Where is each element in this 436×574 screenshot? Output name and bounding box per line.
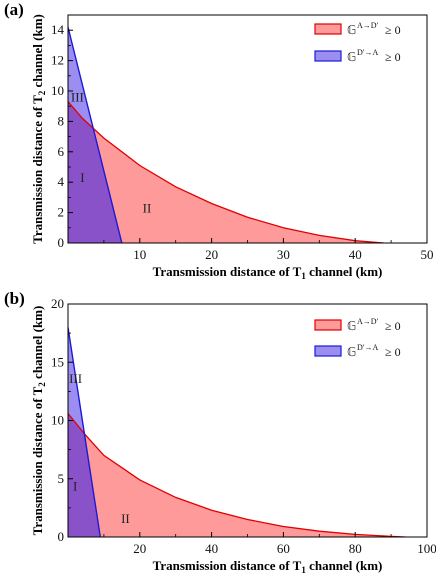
y-tick-label: 15 bbox=[51, 354, 64, 369]
legend-swatch bbox=[314, 319, 342, 331]
legend-symbol: 𝔾 bbox=[347, 50, 356, 64]
x-tick-label: 100 bbox=[417, 541, 436, 556]
x-axis-title: Transmission distance of T1 channel (km) bbox=[153, 264, 383, 281]
region-label: II bbox=[143, 201, 152, 216]
y-tick-label: 10 bbox=[51, 83, 64, 98]
y-axis-title: Transmission distance of T2 channel (km) bbox=[30, 306, 47, 536]
red-series-line bbox=[68, 413, 406, 537]
legend-superscript: A→D′ bbox=[357, 317, 379, 326]
red-region-area bbox=[68, 413, 406, 537]
y-tick-label: 8 bbox=[58, 113, 65, 128]
x-tick-label: 40 bbox=[349, 247, 362, 262]
legend-suffix: ≥ 0 bbox=[385, 23, 401, 37]
panel-label: (a) bbox=[4, 0, 24, 19]
legend-swatch bbox=[314, 50, 342, 62]
legend-superscript: D′→A bbox=[357, 343, 379, 352]
legend-symbol: 𝔾 bbox=[347, 23, 356, 37]
legend-suffix: ≥ 0 bbox=[385, 319, 401, 333]
y-tick-label: 0 bbox=[58, 235, 65, 250]
blue-series-line bbox=[68, 26, 123, 243]
plot-area bbox=[68, 26, 384, 243]
y-tick-label: 5 bbox=[58, 471, 65, 486]
y-tick-label: 2 bbox=[58, 205, 65, 220]
region-label: II bbox=[121, 511, 130, 526]
y-tick-label: 10 bbox=[51, 413, 64, 428]
chart-panel: 10 20 30 40 50 0 2 4 6 8 10 12 14 (a) Transmission dis… bbox=[4, 0, 434, 281]
legend-superscript: D′→A bbox=[357, 48, 379, 57]
y-axis-title: Transmission distance of T2 channel (km) bbox=[30, 14, 47, 244]
y-tick-label: 20 bbox=[51, 296, 64, 311]
y-tick-label: 6 bbox=[58, 144, 65, 159]
region-label: I bbox=[73, 478, 77, 493]
legend-suffix: ≥ 0 bbox=[385, 50, 401, 64]
y-tick-label: 4 bbox=[58, 174, 65, 189]
x-tick-label: 40 bbox=[205, 541, 218, 556]
x-tick-label: 10 bbox=[133, 247, 146, 262]
legend-swatch bbox=[314, 23, 342, 35]
region-label: III bbox=[71, 90, 84, 105]
x-tick-label: 80 bbox=[349, 541, 362, 556]
region-label: I bbox=[80, 170, 84, 185]
x-tick-label: 20 bbox=[133, 541, 146, 556]
x-axis-title: Transmission distance of T1 channel (km) bbox=[153, 558, 383, 574]
legend-superscript: A→D′ bbox=[357, 21, 379, 30]
legend-suffix: ≥ 0 bbox=[385, 345, 401, 359]
y-tick-label: 14 bbox=[51, 22, 65, 37]
legend-symbol: 𝔾 bbox=[347, 319, 356, 333]
x-tick-label: 20 bbox=[205, 247, 218, 262]
plot-area bbox=[68, 327, 406, 537]
legend-symbol: 𝔾 bbox=[347, 345, 356, 359]
blue-series-line bbox=[68, 327, 102, 537]
red-series-line bbox=[68, 101, 384, 243]
x-tick-label: 30 bbox=[277, 247, 290, 262]
y-tick-label: 0 bbox=[58, 529, 65, 544]
legend-swatch bbox=[314, 345, 342, 357]
x-tick-label: 50 bbox=[421, 247, 434, 262]
panel-label: (b) bbox=[4, 289, 25, 308]
red-region-area bbox=[68, 101, 384, 243]
x-tick-label: 60 bbox=[277, 541, 290, 556]
chart-panel: 20 40 60 80 100 0 5 10 15 20 (b) Transmission dista… bbox=[4, 289, 436, 574]
region-label: III bbox=[69, 371, 82, 386]
y-tick-label: 12 bbox=[51, 53, 64, 68]
